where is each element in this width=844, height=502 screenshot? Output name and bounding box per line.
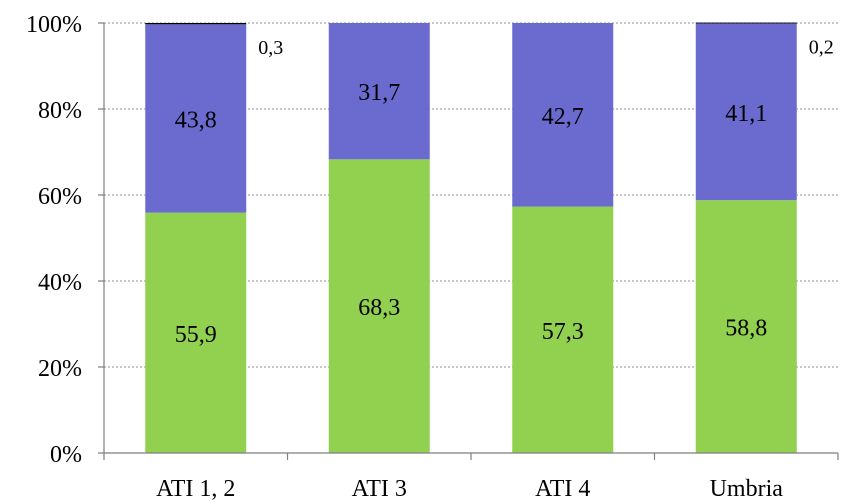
- bar-segment-3: [695, 22, 797, 24]
- x-tick-label: Umbria: [710, 476, 784, 502]
- y-tick-label: 60%: [38, 184, 82, 210]
- bars: [145, 22, 797, 453]
- x-tick-label: ATI 1, 2: [156, 476, 235, 502]
- bar-segment-1: [145, 212, 247, 453]
- data-label-small: 0,2: [809, 37, 834, 59]
- bar-segment-2: [328, 23, 430, 160]
- y-tick-label: 20%: [38, 356, 82, 382]
- data-label: 68,3: [358, 295, 400, 321]
- x-tick-label: ATI 4: [535, 476, 590, 502]
- x-tick-label: ATI 3: [352, 476, 407, 502]
- y-tick-label: 100%: [26, 12, 82, 38]
- data-labels: 55,9 43,8 0,3 68,3 31,7 57,3 42,7 58,8 41,1 0,2: [175, 37, 834, 348]
- bar-segment-1: [328, 159, 430, 453]
- data-label: 42,7: [542, 104, 584, 130]
- bar-segment-1: [695, 200, 797, 453]
- bar-segment-1: [512, 206, 614, 453]
- bar-segment-3: [145, 23, 247, 25]
- y-tick-label: 80%: [38, 98, 82, 124]
- data-label: 31,7: [358, 80, 400, 106]
- data-label: 43,8: [175, 107, 217, 133]
- data-label-small: 0,3: [258, 37, 283, 59]
- axes: 0% 20% 40% 60% 80% 100% ATI 1, 2 ATI 3 ATI 4 Umbr…: [26, 12, 839, 502]
- bar-segment-2: [145, 24, 247, 213]
- bar-segment-2: [512, 23, 614, 207]
- data-label: 41,1: [725, 101, 767, 127]
- data-label: 57,3: [542, 319, 584, 345]
- bar-segment-2: [695, 23, 797, 201]
- y-tick-label: 0%: [50, 442, 82, 468]
- y-tick-label: 40%: [38, 270, 82, 296]
- data-label: 58,8: [725, 316, 767, 342]
- data-label: 55,9: [175, 322, 217, 348]
